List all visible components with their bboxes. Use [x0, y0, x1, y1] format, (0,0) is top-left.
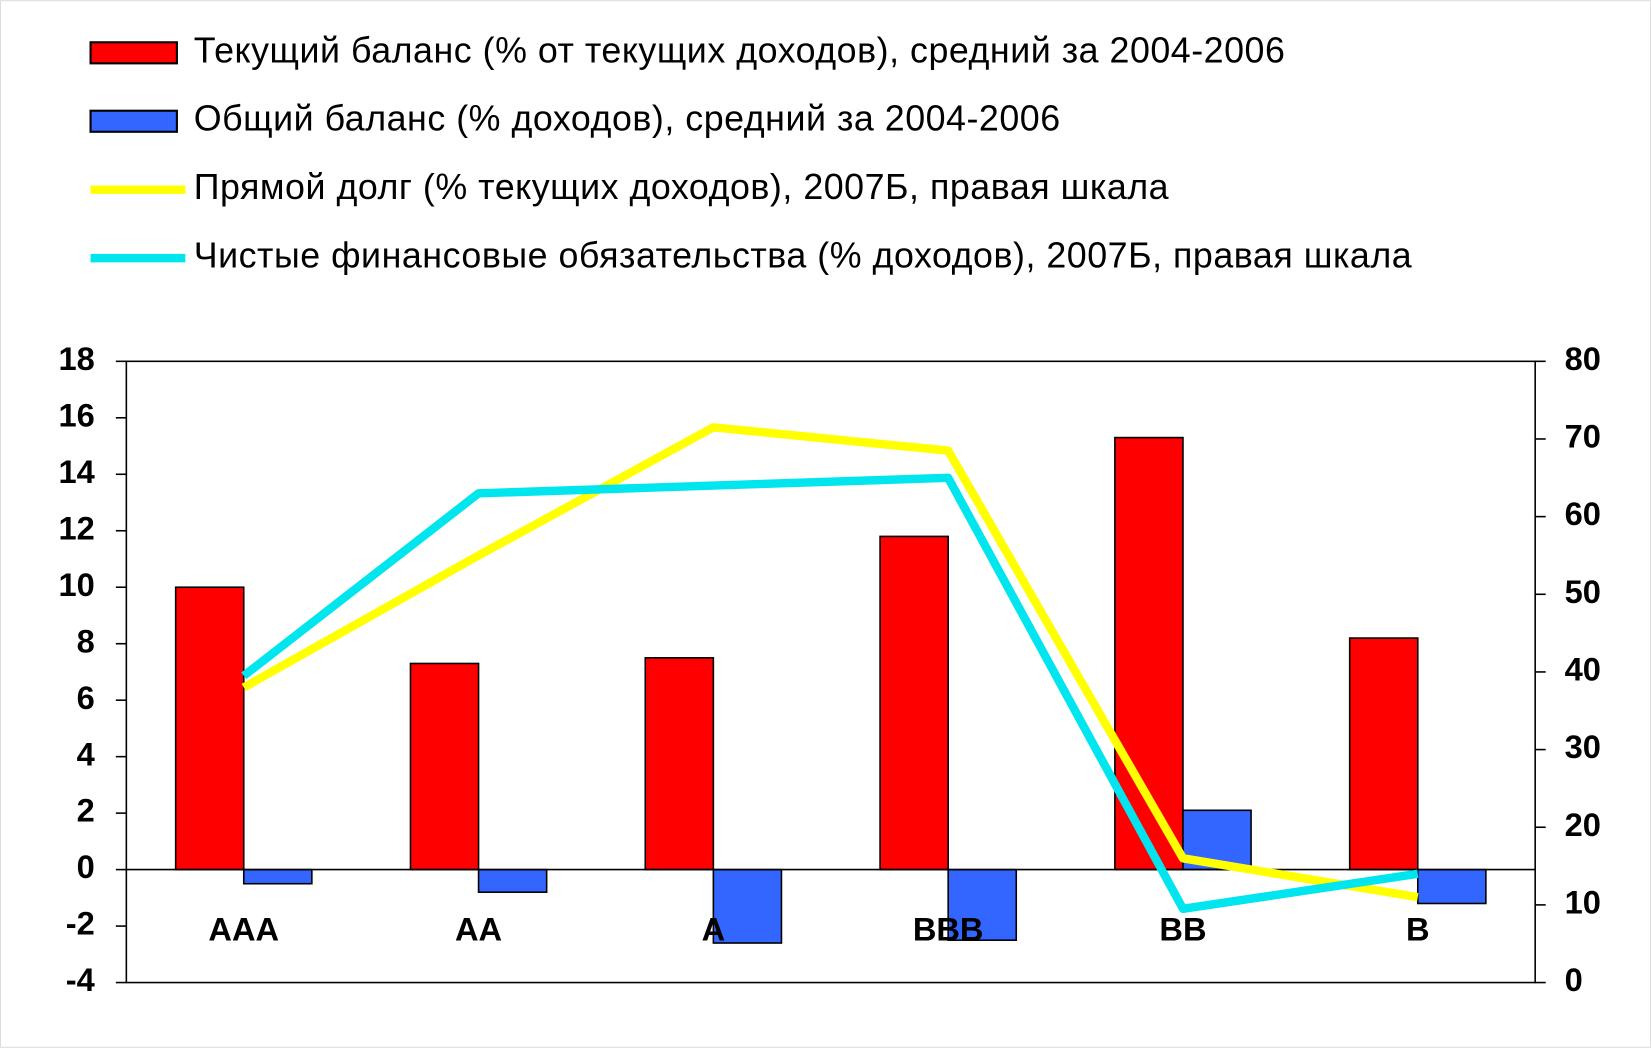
- y2-tick-label: 50: [1565, 573, 1601, 610]
- y2-tick-label: 20: [1565, 806, 1601, 843]
- y-tick-label: -4: [66, 961, 95, 998]
- x-tick-label: A: [702, 911, 726, 948]
- y-tick-label: 10: [58, 566, 94, 603]
- legend-label: Общий баланс (% доходов), средний за 200…: [194, 99, 1061, 139]
- y-tick-label: 18: [58, 340, 94, 377]
- y2-tick-label: 30: [1565, 728, 1601, 765]
- bar: [947, 868, 1018, 941]
- line-series: [241, 473, 1419, 913]
- y2-tick-label: 10: [1565, 884, 1601, 921]
- y2-tick-label: 80: [1565, 340, 1601, 377]
- x-tick-label: BBB: [913, 911, 984, 948]
- bar: [1416, 868, 1487, 905]
- legend-label: Чистые финансовые обязательства (% доход…: [194, 236, 1412, 276]
- bar: [712, 868, 783, 944]
- x-tick-label: AAA: [208, 911, 279, 948]
- y-tick-label: 12: [58, 509, 94, 546]
- bar: [174, 586, 245, 871]
- bar: [644, 657, 715, 871]
- y-tick-label: 14: [58, 453, 94, 490]
- y-tick-label: 6: [77, 679, 95, 716]
- bar: [409, 662, 480, 871]
- bar: [242, 868, 313, 885]
- legend-swatch: [89, 41, 178, 65]
- y-tick-label: 8: [77, 622, 95, 659]
- x-tick-label: B: [1406, 911, 1430, 948]
- bar: [477, 868, 548, 893]
- y2-tick-label: 70: [1565, 418, 1601, 455]
- y-tick-label: 2: [77, 792, 95, 829]
- x-tick-label: AA: [455, 911, 502, 948]
- legend-label: Прямой долг (% текущих доходов), 2007Б, …: [194, 167, 1169, 207]
- y2-tick-label: 60: [1565, 495, 1601, 532]
- legend-label: Текущий баланс (% от текущих доходов), с…: [194, 30, 1286, 70]
- y-tick-label: 16: [58, 396, 94, 433]
- bar: [1348, 637, 1419, 871]
- legend-swatch: [89, 109, 178, 133]
- y2-tick-label: 40: [1565, 651, 1601, 688]
- x-tick-label: BB: [1159, 911, 1206, 948]
- bar: [879, 535, 949, 871]
- y-tick-label: 4: [77, 735, 95, 772]
- y-tick-label: 0: [77, 848, 95, 885]
- y2-tick-label: 0: [1565, 961, 1583, 998]
- line-series: [241, 423, 1419, 902]
- y-tick-label: -2: [66, 905, 95, 942]
